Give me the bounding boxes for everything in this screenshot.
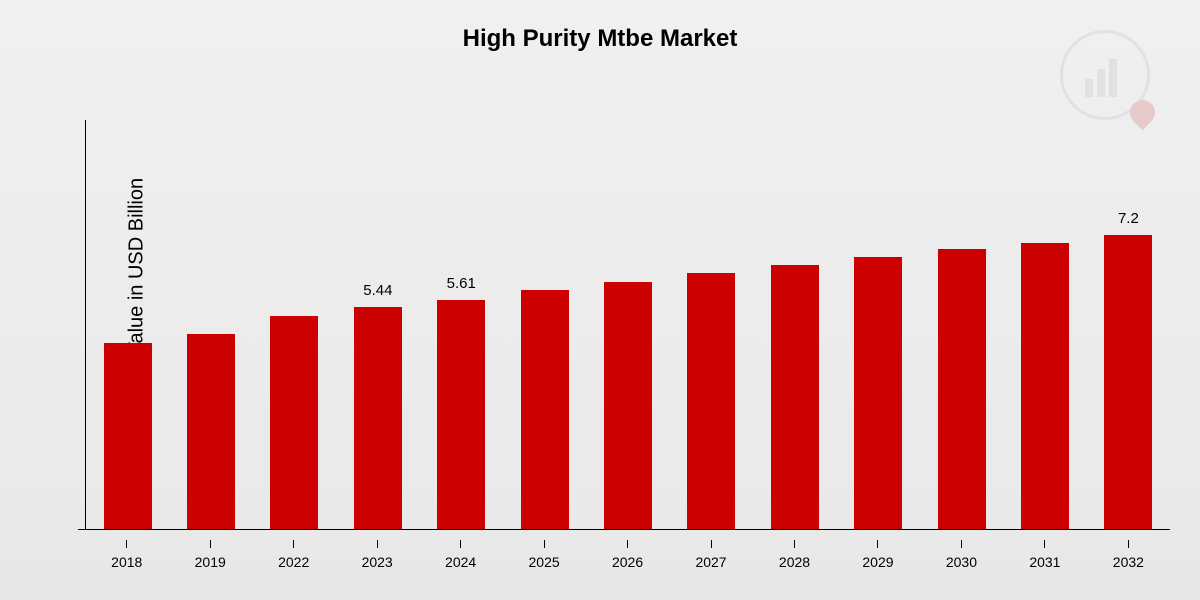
- x-tick: [961, 540, 962, 548]
- bar-value-label: 7.2: [1118, 210, 1139, 227]
- x-axis-label: 2027: [695, 554, 726, 570]
- bar-group: [837, 120, 920, 529]
- bar-group: [1003, 120, 1086, 529]
- bar-group: 5.61: [420, 120, 503, 529]
- bar-group: [503, 120, 586, 529]
- x-tick: [293, 540, 294, 548]
- plot-area: 5.44 5.61 7.2: [85, 120, 1170, 530]
- x-label-group: 2027: [669, 540, 752, 570]
- bar-value-label: 5.44: [363, 282, 392, 299]
- bar-group: [86, 120, 169, 529]
- x-label-group: 2032: [1087, 540, 1170, 570]
- bar-group: [586, 120, 669, 529]
- bar-group: [169, 120, 252, 529]
- bar-group: [253, 120, 336, 529]
- bar-group: [753, 120, 836, 529]
- x-tick: [794, 540, 795, 548]
- x-axis-label: 2029: [862, 554, 893, 570]
- x-axis-label: 2018: [111, 554, 142, 570]
- bar: [187, 334, 235, 530]
- x-tick: [544, 540, 545, 548]
- bar: [687, 273, 735, 529]
- bar: [604, 282, 652, 529]
- x-label-group: 2019: [168, 540, 251, 570]
- x-label-group: 2023: [335, 540, 418, 570]
- bar: [938, 249, 986, 529]
- x-label-group: 2031: [1003, 540, 1086, 570]
- x-axis-label: 2023: [362, 554, 393, 570]
- bar: [354, 307, 402, 529]
- bar-group: [920, 120, 1003, 529]
- x-axis-label: 2022: [278, 554, 309, 570]
- bar: [1021, 243, 1069, 529]
- x-tick: [877, 540, 878, 548]
- x-label-group: 2026: [586, 540, 669, 570]
- bar-value-label: 5.61: [447, 275, 476, 292]
- x-axis-label: 2031: [1029, 554, 1060, 570]
- bar-group: 7.2: [1087, 120, 1170, 529]
- x-label-group: 2024: [419, 540, 502, 570]
- x-axis-label: 2032: [1113, 554, 1144, 570]
- x-axis-label: 2028: [779, 554, 810, 570]
- x-tick: [210, 540, 211, 548]
- bar: [270, 316, 318, 529]
- x-tick: [1128, 540, 1129, 548]
- bar-group: 5.44: [336, 120, 419, 529]
- x-axis: 2018 2019 2022 2023 2024 2025 2026 2027 2028 2029…: [85, 540, 1170, 570]
- x-label-group: 2022: [252, 540, 335, 570]
- x-axis-label: 2019: [195, 554, 226, 570]
- x-tick: [711, 540, 712, 548]
- bar-group: [670, 120, 753, 529]
- x-label-group: 2029: [836, 540, 919, 570]
- x-axis-label: 2026: [612, 554, 643, 570]
- bar: [854, 257, 902, 529]
- x-label-group: 2030: [920, 540, 1003, 570]
- x-tick: [377, 540, 378, 548]
- bar: [1104, 235, 1152, 529]
- x-tick: [126, 540, 127, 548]
- x-label-group: 2028: [753, 540, 836, 570]
- chart-container: High Purity Mtbe Market Market Value in …: [0, 0, 1200, 600]
- x-axis-label: 2030: [946, 554, 977, 570]
- bar: [437, 300, 485, 529]
- x-axis-label: 2025: [529, 554, 560, 570]
- chart-title: High Purity Mtbe Market: [0, 0, 1200, 53]
- watermark-logo: [1060, 30, 1160, 130]
- bar: [771, 265, 819, 529]
- x-tick: [460, 540, 461, 548]
- bars-container: 5.44 5.61 7.2: [86, 120, 1170, 529]
- x-tick: [1044, 540, 1045, 548]
- x-label-group: 2018: [85, 540, 168, 570]
- bar: [521, 290, 569, 529]
- x-axis-label: 2024: [445, 554, 476, 570]
- x-label-group: 2025: [502, 540, 585, 570]
- bar: [104, 343, 152, 529]
- x-tick: [627, 540, 628, 548]
